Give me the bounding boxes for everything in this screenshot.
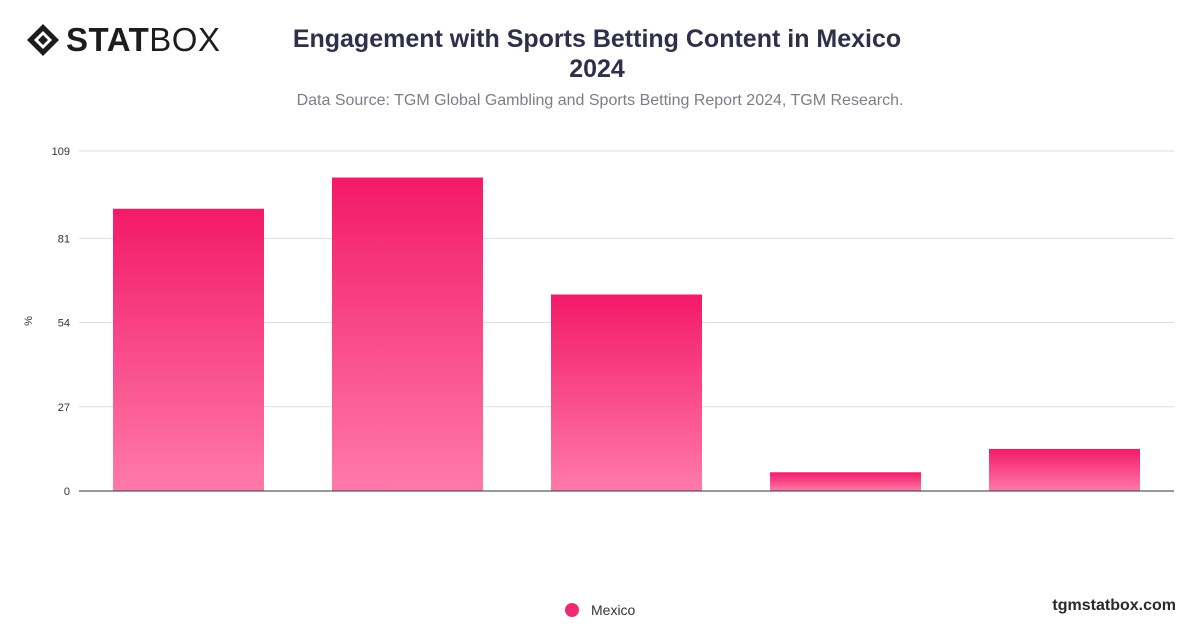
y-tick-label: 27 (58, 402, 70, 414)
y-tick-label: 109 (52, 146, 70, 158)
statbox-diamond-logo-icon (27, 24, 59, 56)
chart-subtitle: Data Source: TGM Global Gambling and Spo… (296, 92, 904, 109)
chart-title-line1: Engagement with Sports Betting Content i… (292, 25, 902, 53)
bar (551, 294, 702, 491)
y-tick-label: 54 (58, 318, 70, 330)
bar (332, 177, 483, 491)
y-tick-label: 0 (64, 486, 70, 498)
y-axis-label: % (23, 316, 35, 326)
legend-label: Mexico (591, 602, 636, 618)
chart-title-line2: 2024 (569, 55, 625, 83)
y-tick-label: 81 (58, 233, 70, 245)
logo-wordmark-bold: STAT (66, 21, 150, 58)
logo-wordmark: STATBOX (66, 22, 220, 58)
chart-title: Engagement with Sports Betting Content i… (250, 24, 944, 84)
bar (113, 208, 264, 491)
logo-wordmark-light: BOX (149, 21, 221, 58)
bar (770, 472, 921, 491)
legend-swatch (565, 603, 579, 617)
statbox-logo: STATBOX (26, 22, 220, 58)
bar (989, 448, 1140, 491)
brand-link[interactable]: tgmstatbox.com (1052, 597, 1176, 614)
legend[interactable]: Mexico (565, 602, 635, 618)
